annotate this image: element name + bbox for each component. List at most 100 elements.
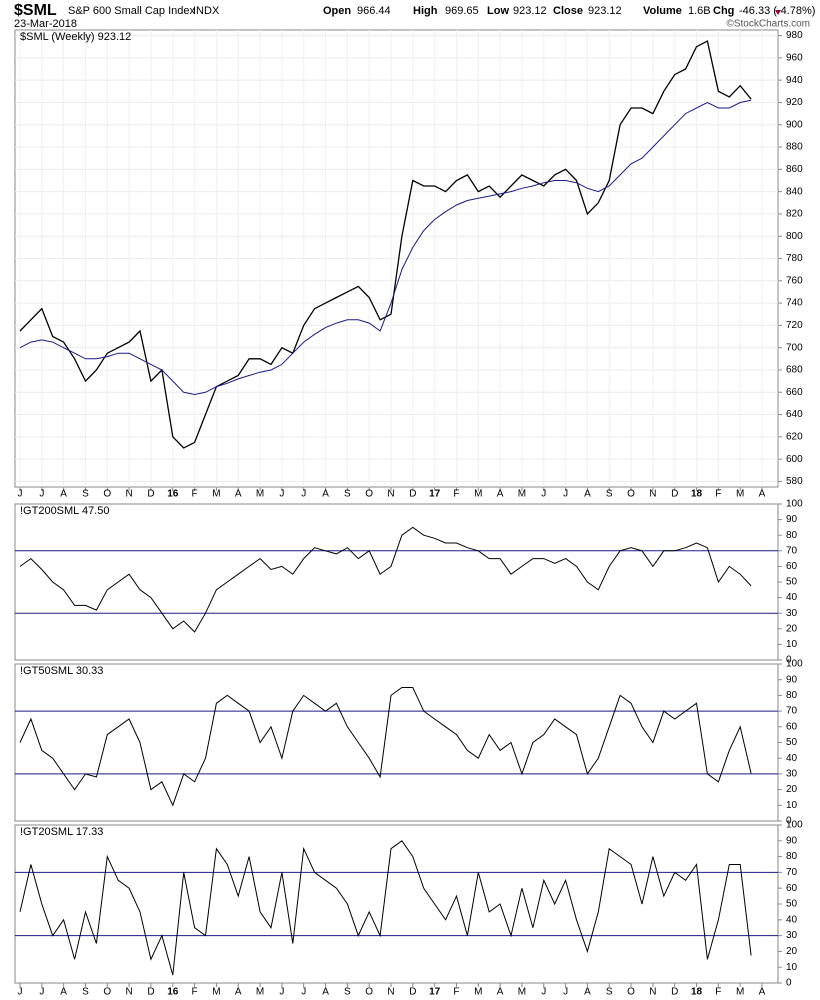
series-line [19, 526, 752, 633]
y-tick-label: 30 [786, 769, 798, 780]
x-tick-label: J [279, 489, 284, 500]
x-tick-label: S [344, 987, 351, 998]
x-tick-label: N [387, 489, 394, 500]
y-tick-label: 40 [786, 914, 798, 925]
x-tick-label: S [606, 489, 613, 500]
x-tick-label: A [584, 987, 591, 998]
x-tick-label: J [301, 987, 306, 998]
y-tick-label: 20 [786, 946, 798, 957]
y-tick-label: 10 [786, 800, 798, 811]
x-tick-label: M [474, 987, 482, 998]
y-tick-label: 980 [786, 30, 803, 41]
x-tick-label: A [322, 489, 329, 500]
y-tick-label: 30 [786, 930, 798, 941]
panel-frame [14, 503, 779, 661]
y-tick-label: 40 [786, 592, 798, 603]
x-tick-label: M [212, 489, 220, 500]
x-tick-label: D [147, 489, 154, 500]
y-tick-label: 10 [786, 962, 798, 973]
y-tick-label: 90 [786, 835, 798, 846]
y-tick-label: 100 [786, 499, 803, 510]
x-tick-label: J [39, 987, 44, 998]
y-tick-label: 80 [786, 530, 798, 541]
index-name: S&P 600 Small Cap Index [68, 5, 195, 17]
x-tick-label: D [409, 987, 416, 998]
y-tick-label: 20 [786, 784, 798, 795]
x-tick-label: A [60, 987, 67, 998]
stat-value: 969.65 [445, 5, 479, 17]
stat-value: 923.12 [513, 5, 547, 17]
x-tick-label: A [759, 987, 766, 998]
stat-label: Volume [643, 5, 682, 17]
x-tick-label: 18 [691, 489, 703, 500]
x-tick-label: 18 [691, 987, 703, 998]
x-tick-label: N [387, 987, 394, 998]
x-tick-label: F [715, 489, 721, 500]
panel-legend: !GT50SML 30.33 [20, 665, 103, 677]
y-tick-label: 820 [786, 209, 803, 220]
x-tick-label: A [60, 489, 67, 500]
y-tick-label: 740 [786, 298, 803, 309]
exchange: INDX [193, 5, 220, 17]
y-tick-label: 50 [786, 899, 798, 910]
y-tick-label: 580 [786, 476, 803, 487]
y-tick-label: 800 [786, 231, 803, 242]
y-tick-label: 760 [786, 275, 803, 286]
x-tick-label: J [301, 489, 306, 500]
panel-legend: !GT20SML 17.33 [20, 826, 103, 838]
y-tick-label: 30 [786, 608, 798, 619]
stat-label: Chg [713, 5, 734, 17]
x-tick-label: M [256, 987, 264, 998]
x-tick-label: N [126, 987, 133, 998]
x-tick-label: O [627, 987, 635, 998]
x-tick-label: M [518, 987, 526, 998]
panel-legend: $SML (Weekly) 923.12 [20, 31, 131, 43]
x-tick-label: M [518, 489, 526, 500]
x-tick-label: S [82, 987, 89, 998]
y-tick-label: 90 [786, 674, 798, 685]
series-line [19, 687, 752, 807]
y-tick-label: 960 [786, 53, 803, 64]
y-tick-label: 50 [786, 577, 798, 588]
x-tick-label: M [256, 489, 264, 500]
x-tick-label: O [103, 987, 111, 998]
x-tick-label: F [715, 987, 721, 998]
stat-label: Low [487, 5, 509, 17]
x-tick-label: J [541, 987, 546, 998]
x-tick-label: A [584, 489, 591, 500]
y-tick-label: 620 [786, 431, 803, 442]
y-tick-label: 840 [786, 186, 803, 197]
panel-frame [14, 824, 779, 984]
y-tick-label: 70 [786, 867, 798, 878]
x-tick-label: 17 [429, 987, 441, 998]
y-tick-label: 0 [786, 655, 792, 666]
y-tick-label: 0 [786, 978, 792, 989]
y-tick-label: 660 [786, 387, 803, 398]
y-tick-label: 640 [786, 409, 803, 420]
series-line [19, 99, 752, 396]
stat-value: 966.44 [357, 5, 391, 17]
x-tick-label: M [736, 489, 744, 500]
x-tick-label: J [541, 489, 546, 500]
y-tick-label: 60 [786, 721, 798, 732]
x-tick-label: O [365, 987, 373, 998]
y-tick-label: 860 [786, 164, 803, 175]
x-tick-label: S [82, 489, 89, 500]
x-tick-label: J [18, 489, 23, 500]
x-tick-label: F [192, 489, 198, 500]
y-tick-label: 680 [786, 365, 803, 376]
x-tick-label: D [671, 489, 678, 500]
y-tick-label: 780 [786, 253, 803, 264]
y-tick-label: 900 [786, 119, 803, 130]
x-tick-label: J [563, 987, 568, 998]
panel-frame [14, 663, 779, 822]
x-tick-label: F [453, 489, 459, 500]
x-tick-label: M [736, 987, 744, 998]
panel-legend: !GT200SML 47.50 [20, 505, 109, 517]
y-tick-label: 80 [786, 690, 798, 701]
x-tick-label: 17 [429, 489, 441, 500]
stat-value: 923.12 [588, 5, 622, 17]
credit: ©StockCharts.com [726, 19, 810, 30]
x-tick-label: D [409, 489, 416, 500]
